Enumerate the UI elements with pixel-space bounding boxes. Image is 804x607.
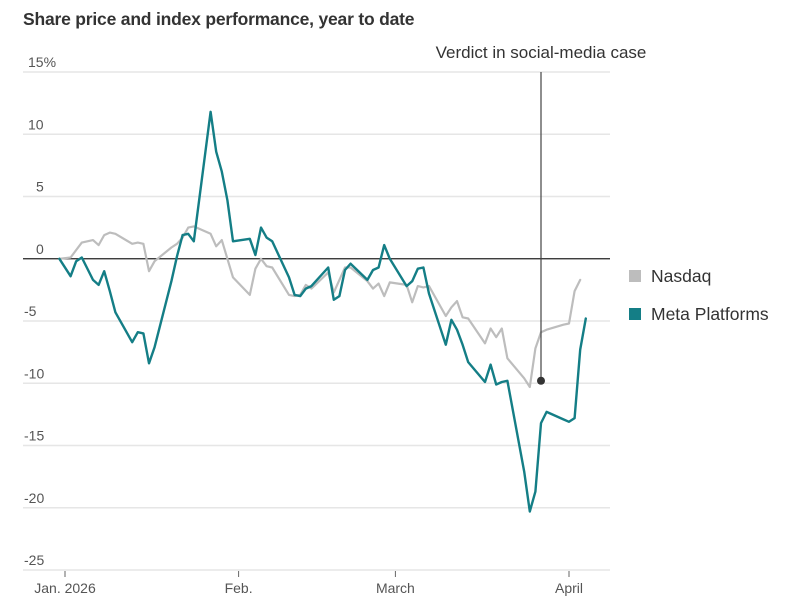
y-tick-label: 15% xyxy=(28,54,56,70)
x-tick-label: Jan. 2026 xyxy=(34,580,96,596)
x-tick-label: Feb. xyxy=(225,580,253,596)
y-tick-label: -15 xyxy=(24,428,44,444)
y-axis-ticks: 15% 10 5 0 -5 -10 -15 -20 -25 xyxy=(24,54,56,568)
annotation-label: Verdict in social-media case xyxy=(436,43,647,62)
x-axis-ticks: Jan. 2026 Feb. March April xyxy=(34,571,583,596)
x-tick-label: April xyxy=(555,580,583,596)
y-tick-label: -20 xyxy=(24,490,44,506)
y-tick-label: -10 xyxy=(24,365,44,381)
annotation-marker xyxy=(537,376,545,385)
y-tick-label: 5 xyxy=(36,179,44,195)
series-line-nasdaq xyxy=(58,225,582,389)
legend-label: Meta Platforms xyxy=(651,304,769,324)
annotation: Verdict in social-media case xyxy=(436,43,647,385)
x-tick-label: March xyxy=(376,580,415,596)
gridlines xyxy=(23,71,610,571)
legend-swatch xyxy=(629,308,641,320)
series-line-meta-platforms xyxy=(58,110,587,513)
legend: Nasdaq Meta Platforms xyxy=(629,266,769,324)
legend-label: Nasdaq xyxy=(651,266,711,286)
y-tick-label: -5 xyxy=(24,303,37,319)
y-tick-label: 0 xyxy=(36,241,44,257)
y-tick-label: -25 xyxy=(24,552,44,568)
y-tick-label: 10 xyxy=(28,116,44,132)
chart-title: Share price and index performance, year … xyxy=(23,9,415,29)
legend-swatch xyxy=(629,270,641,282)
series-lines xyxy=(58,110,587,513)
